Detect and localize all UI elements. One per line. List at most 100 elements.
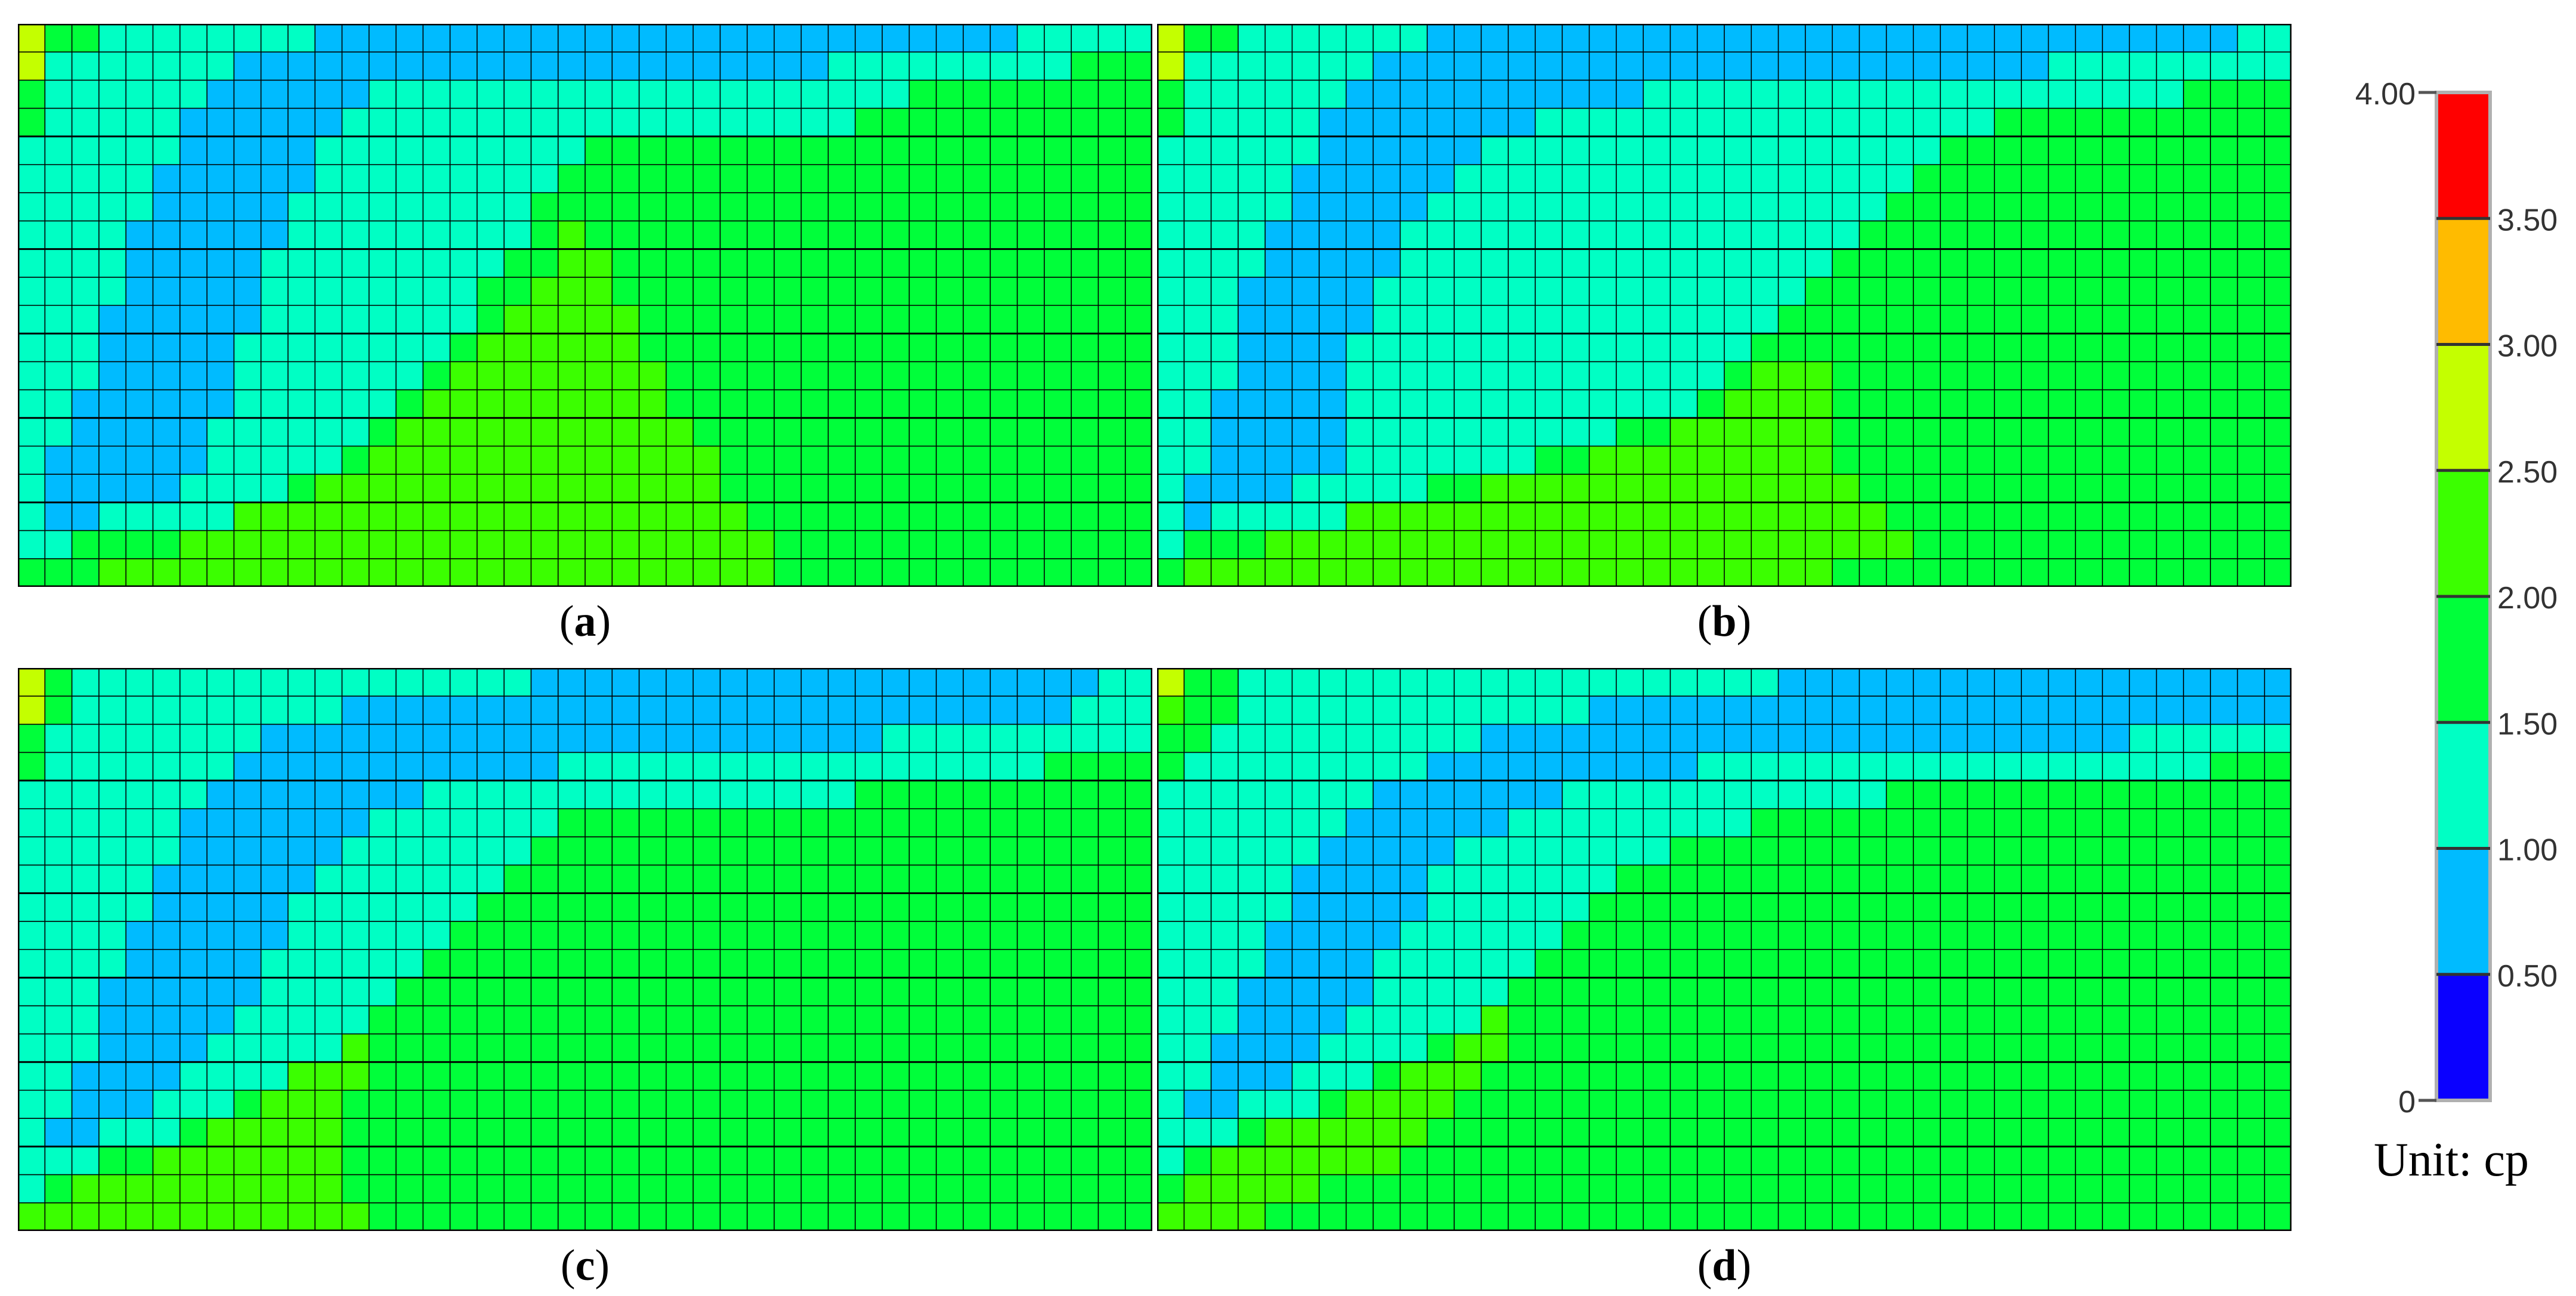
heatmap-cell	[1751, 1090, 1779, 1119]
heatmap-cell	[234, 1006, 261, 1034]
heatmap-cell	[72, 136, 100, 165]
heatmap-cell	[1292, 558, 1320, 587]
heatmap-cell	[2129, 193, 2157, 221]
heatmap-cell	[369, 1118, 397, 1147]
heatmap-cell	[1098, 502, 1126, 531]
heatmap-cell	[1562, 1062, 1589, 1091]
heatmap-cell	[2048, 417, 2076, 447]
heatmap-cell	[1098, 1146, 1126, 1175]
heatmap-cell	[1805, 165, 1833, 193]
heatmap-cell	[2237, 24, 2265, 52]
heatmap-cell	[1562, 136, 1589, 165]
heatmap-cell	[342, 80, 370, 109]
heatmap-cell	[126, 696, 153, 725]
heatmap-cell	[720, 893, 748, 922]
heatmap-cell	[531, 80, 559, 109]
heatmap-cell	[1400, 1174, 1428, 1204]
heatmap-cell	[1238, 893, 1266, 922]
heatmap-cell	[2021, 865, 2049, 893]
heatmap-cell	[18, 696, 45, 725]
heatmap-cell	[1125, 24, 1152, 52]
heatmap-cell	[639, 837, 667, 865]
heatmap-cell	[234, 696, 261, 725]
heatmap-cell	[1265, 389, 1292, 419]
heatmap-cell	[666, 1062, 694, 1091]
heatmap-cell	[180, 333, 208, 362]
heatmap-cell	[963, 837, 991, 865]
heatmap-cell	[1157, 1034, 1185, 1063]
heatmap-cell	[1238, 978, 1266, 1006]
heatmap-cell	[2264, 305, 2292, 334]
heatmap-cell	[855, 249, 883, 278]
heatmap-cell	[747, 837, 775, 865]
heatmap-cell	[2183, 1146, 2211, 1175]
heatmap-cell	[153, 502, 181, 531]
heatmap-cell	[693, 1118, 720, 1147]
heatmap-cell	[1508, 1006, 1536, 1034]
heatmap-cell	[342, 837, 370, 865]
heatmap-cell	[1670, 978, 1698, 1006]
heatmap-cell	[1913, 333, 1941, 362]
heatmap-cell	[1589, 752, 1617, 781]
heatmap-cell	[234, 417, 261, 447]
heatmap-cell	[936, 333, 964, 362]
heatmap-cell	[1751, 277, 1779, 306]
heatmap-cell	[1319, 333, 1347, 362]
heatmap-cell	[342, 668, 370, 697]
heatmap-cell	[774, 361, 802, 390]
heatmap-cell	[882, 530, 910, 559]
heatmap-cell	[1157, 949, 1185, 978]
heatmap-cell	[1778, 333, 1806, 362]
heatmap-cell	[639, 780, 667, 809]
heatmap-cell	[747, 1090, 775, 1119]
heatmap-cell	[1670, 752, 1698, 781]
heatmap-cell	[180, 530, 208, 559]
heatmap-cell	[396, 277, 423, 306]
heatmap-cell	[98, 696, 126, 725]
heatmap-cell	[1697, 1118, 1725, 1147]
heatmap-cell	[1125, 978, 1152, 1006]
heatmap-cell	[153, 165, 181, 193]
heatmap-cell	[1125, 837, 1152, 865]
heatmap-cell	[531, 809, 559, 837]
heatmap-cell	[531, 865, 559, 893]
heatmap-cell	[963, 809, 991, 837]
heatmap-cell	[1211, 221, 1239, 249]
heatmap-cell	[558, 108, 586, 137]
heatmap-cell	[1017, 724, 1045, 753]
heatmap-cell	[1697, 24, 1725, 52]
heatmap-cell	[1724, 221, 1752, 249]
heatmap-cell	[1778, 108, 1806, 137]
heatmap-cell	[1643, 949, 1671, 978]
heatmap-cell	[1017, 80, 1045, 109]
heatmap-cell	[2237, 949, 2265, 978]
heatmap-cell	[2102, 1006, 2130, 1034]
heatmap-cell	[639, 978, 667, 1006]
heatmap-cell	[1211, 389, 1239, 419]
heatmap-cell	[18, 52, 45, 81]
heatmap-cell	[639, 333, 667, 362]
heatmap-cell	[18, 1118, 45, 1147]
heatmap-cell	[126, 893, 153, 922]
heatmap-cell	[720, 780, 748, 809]
heatmap-cell	[828, 277, 856, 306]
heatmap-cell	[2264, 108, 2292, 137]
heatmap-cell	[1265, 696, 1292, 725]
heatmap-cell	[423, 136, 450, 165]
heatmap-cell	[1373, 837, 1400, 865]
heatmap-cell	[2048, 921, 2076, 950]
heatmap-cell	[1319, 558, 1347, 587]
heatmap-cell	[1157, 921, 1185, 950]
heatmap-cell	[2048, 837, 2076, 865]
heatmap-cell	[1616, 305, 1644, 334]
heatmap-cell	[990, 530, 1018, 559]
heatmap-cell	[1157, 1118, 1185, 1147]
heatmap-cell	[1643, 249, 1671, 278]
heatmap-cell	[1400, 305, 1428, 334]
heatmap-cell	[1562, 221, 1589, 249]
heatmap-cell	[126, 1118, 153, 1147]
heatmap-cell	[2156, 502, 2184, 531]
heatmap-cell	[2183, 558, 2211, 587]
heatmap-cell	[2102, 1202, 2130, 1231]
heatmap-cell	[1265, 1034, 1292, 1063]
